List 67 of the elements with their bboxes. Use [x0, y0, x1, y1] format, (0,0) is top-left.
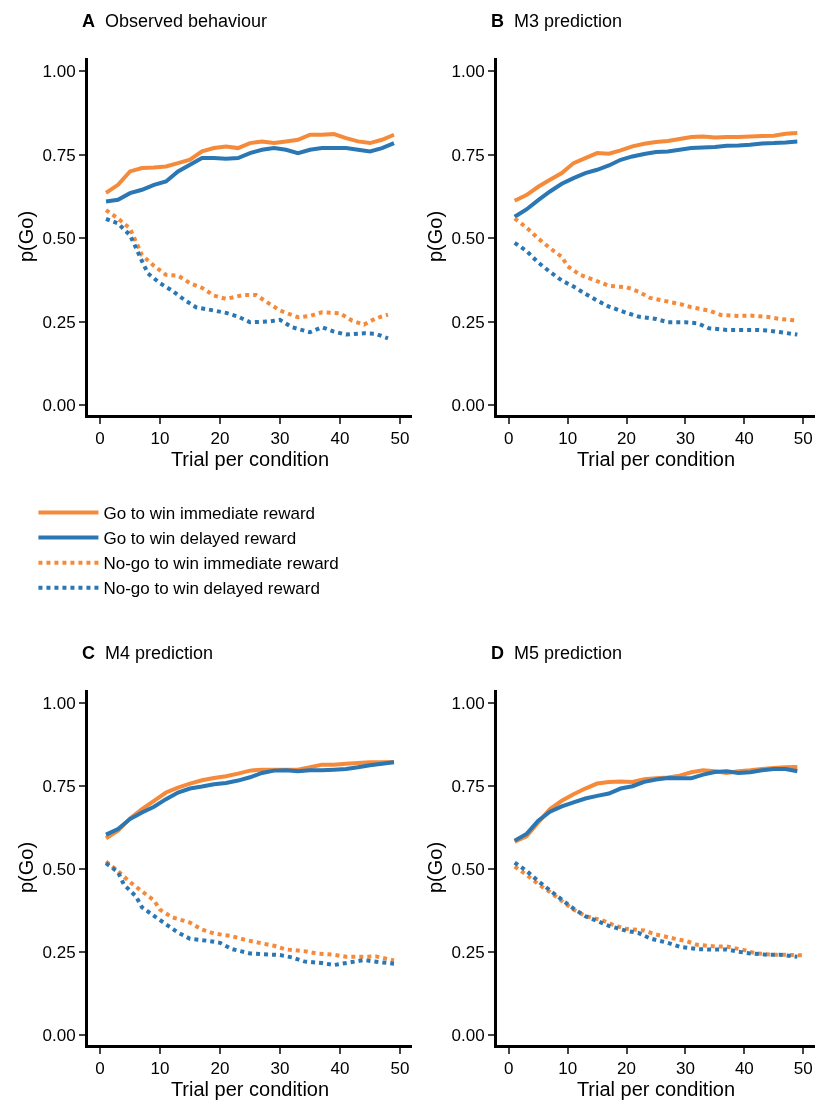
- x-tick-label: 40: [734, 429, 754, 449]
- x-tick-label: 20: [210, 429, 230, 449]
- y-tick-label: 0.50: [42, 229, 76, 249]
- line-series: [512, 240, 800, 337]
- x-tick-label: 10: [150, 429, 170, 449]
- y-tick-label: 0.50: [451, 860, 485, 880]
- x-tick-label: 50: [390, 1059, 410, 1079]
- y-tick-label: 0.75: [42, 145, 76, 165]
- y-tick-label: 1.00: [451, 694, 485, 714]
- x-tick-label: 20: [210, 1059, 230, 1079]
- x-tick-label: 50: [793, 429, 813, 449]
- x-tick-label: 0: [504, 1059, 514, 1079]
- y-tick-label: 0.25: [42, 943, 76, 963]
- line-series: [512, 139, 800, 219]
- y-tick-label: 0.75: [42, 777, 76, 797]
- x-tick-label: 40: [330, 429, 350, 449]
- x-axis-title: Trial per condition: [170, 448, 330, 471]
- y-axis-title: p(Go): [15, 210, 38, 263]
- legend-label: Go to win immediate reward: [103, 504, 316, 524]
- legend-label: No-go to win delayed reward: [103, 579, 320, 599]
- y-tick-label: 0.50: [451, 229, 485, 249]
- x-tick-label: 10: [558, 1059, 578, 1079]
- x-tick-label: 50: [793, 1059, 813, 1079]
- line-series: [104, 141, 396, 204]
- chart-title: C M4 prediction: [82, 643, 214, 663]
- x-tick-label: 10: [558, 429, 578, 449]
- y-tick-label: 0.00: [451, 395, 485, 415]
- x-tick-label: 40: [330, 1059, 350, 1079]
- legend-label: Go to win delayed reward: [103, 529, 297, 549]
- x-tick-label: 10: [150, 1059, 170, 1079]
- x-tick-label: 50: [390, 429, 410, 449]
- y-tick-label: 0.25: [42, 312, 76, 332]
- y-tick-label: 0.25: [451, 312, 485, 332]
- x-axis-title: Trial per condition: [170, 1078, 330, 1101]
- x-tick-label: 20: [617, 1059, 637, 1079]
- y-tick-label: 1.00: [451, 62, 485, 82]
- x-tick-label: 40: [734, 1059, 754, 1079]
- y-tick-label: 0.00: [42, 395, 76, 415]
- x-tick-label: 0: [95, 1059, 105, 1079]
- y-tick-label: 0.50: [42, 860, 76, 880]
- x-tick-label: 30: [270, 429, 290, 449]
- x-axis-title: Trial per condition: [576, 448, 736, 471]
- y-axis-title: p(Go): [424, 841, 447, 894]
- y-axis-title: p(Go): [15, 841, 38, 894]
- legend-label: No-go to win immediate reward: [103, 554, 339, 574]
- y-axis-title: p(Go): [424, 210, 447, 263]
- y-tick-label: 1.00: [42, 62, 76, 82]
- line-series: [104, 216, 390, 341]
- y-tick-label: 1.00: [42, 694, 76, 714]
- y-tick-label: 0.00: [42, 1026, 76, 1045]
- x-tick-label: 0: [504, 429, 514, 449]
- x-tick-label: 30: [675, 429, 695, 449]
- line-series: [512, 131, 800, 203]
- chart-title: A Observed behaviour: [82, 11, 268, 31]
- y-tick-label: 0.25: [451, 943, 485, 963]
- y-tick-label: 0.75: [451, 145, 485, 165]
- x-tick-label: 0: [95, 429, 105, 449]
- y-tick-label: 0.00: [451, 1026, 485, 1045]
- x-axis-title: Trial per condition: [576, 1078, 736, 1101]
- chart-title: B M3 prediction: [491, 11, 623, 31]
- x-tick-label: 30: [270, 1059, 290, 1079]
- x-tick-label: 20: [617, 429, 637, 449]
- chart-title: D M5 prediction: [491, 643, 623, 663]
- x-tick-label: 30: [675, 1059, 695, 1079]
- y-tick-label: 0.75: [451, 777, 485, 797]
- line-series: [104, 132, 396, 195]
- line-series: [104, 208, 390, 327]
